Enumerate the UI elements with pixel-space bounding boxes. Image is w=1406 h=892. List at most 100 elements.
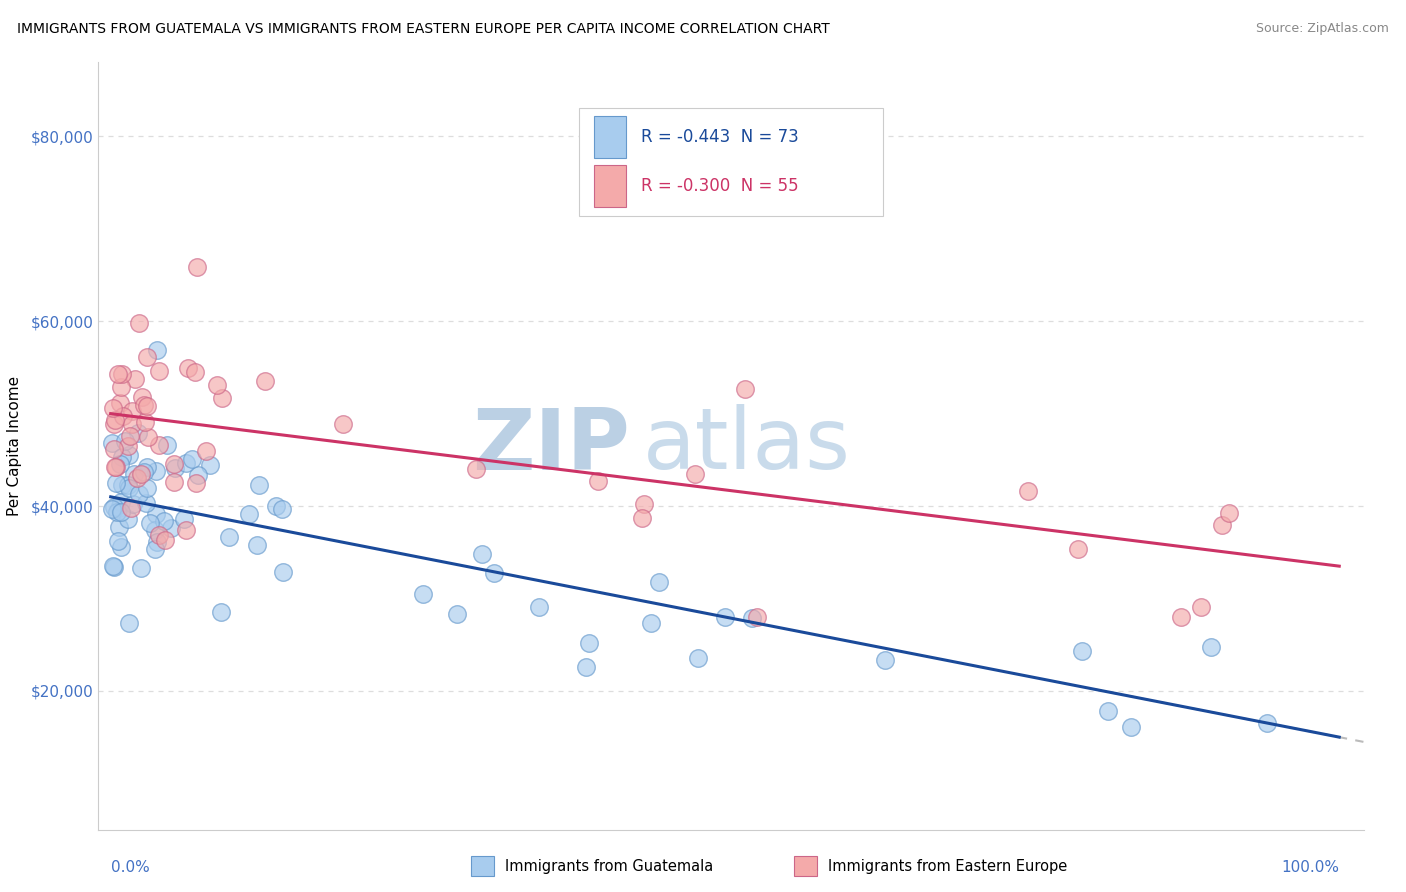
- Point: [134, 415, 156, 429]
- Point: [108, 396, 131, 410]
- Point: [195, 444, 218, 458]
- Point: [121, 417, 143, 431]
- Point: [246, 538, 269, 552]
- Point: [117, 448, 139, 462]
- Point: [120, 500, 142, 515]
- Point: [128, 426, 150, 441]
- Point: [1191, 599, 1213, 614]
- Text: Source: ZipAtlas.com: Source: ZipAtlas.com: [1256, 22, 1389, 36]
- Point: [117, 439, 139, 453]
- Point: [205, 378, 228, 392]
- Point: [412, 587, 434, 601]
- Point: [101, 559, 124, 574]
- Point: [143, 523, 166, 537]
- Point: [108, 520, 131, 534]
- Point: [103, 500, 125, 515]
- Point: [117, 477, 139, 491]
- Point: [110, 540, 132, 554]
- Text: 100.0%: 100.0%: [1281, 860, 1340, 875]
- Point: [103, 560, 125, 574]
- Point: [124, 371, 146, 385]
- Point: [134, 398, 156, 412]
- Text: Immigrants from Guatemala: Immigrants from Guatemala: [505, 859, 713, 873]
- Point: [108, 457, 131, 471]
- Point: [128, 316, 150, 330]
- Point: [471, 547, 494, 561]
- Point: [578, 636, 600, 650]
- Point: [1211, 518, 1233, 533]
- Text: atlas: atlas: [643, 404, 851, 488]
- Point: [128, 487, 150, 501]
- Point: [1097, 704, 1119, 718]
- Point: [136, 429, 159, 443]
- Point: [136, 460, 159, 475]
- Point: [104, 476, 127, 491]
- Point: [110, 380, 132, 394]
- Point: [1067, 542, 1090, 557]
- Text: R = -0.443  N = 73: R = -0.443 N = 73: [641, 128, 799, 145]
- Point: [114, 434, 136, 448]
- Point: [110, 495, 132, 509]
- Point: [186, 475, 208, 490]
- Point: [745, 610, 768, 624]
- Point: [145, 464, 167, 478]
- Point: [640, 615, 662, 630]
- Point: [118, 616, 141, 631]
- Point: [271, 502, 294, 516]
- Point: [156, 437, 179, 451]
- Point: [482, 566, 505, 580]
- Point: [145, 507, 167, 521]
- Point: [180, 452, 202, 467]
- Point: [446, 607, 468, 621]
- Point: [247, 477, 270, 491]
- Point: [211, 391, 233, 405]
- Point: [129, 561, 152, 575]
- Point: [108, 501, 131, 516]
- Point: [155, 533, 177, 548]
- FancyBboxPatch shape: [595, 116, 626, 158]
- Point: [163, 475, 186, 489]
- Point: [633, 497, 655, 511]
- Point: [734, 382, 756, 396]
- Point: [120, 428, 142, 442]
- Point: [129, 467, 152, 481]
- Point: [111, 450, 134, 465]
- Point: [741, 610, 763, 624]
- Point: [683, 467, 706, 481]
- Point: [209, 605, 232, 619]
- Point: [145, 542, 167, 557]
- Point: [271, 565, 294, 579]
- Text: ZIP: ZIP: [472, 404, 630, 488]
- Point: [122, 497, 145, 511]
- Point: [148, 438, 170, 452]
- Point: [121, 404, 143, 418]
- Point: [138, 516, 160, 530]
- Point: [186, 260, 208, 274]
- Text: IMMIGRANTS FROM GUATEMALA VS IMMIGRANTS FROM EASTERN EUROPE PER CAPITA INCOME CO: IMMIGRANTS FROM GUATEMALA VS IMMIGRANTS …: [17, 22, 830, 37]
- Text: 0.0%: 0.0%: [111, 860, 149, 875]
- Point: [1119, 720, 1142, 734]
- Point: [1199, 640, 1222, 654]
- Point: [238, 507, 260, 521]
- FancyBboxPatch shape: [595, 165, 626, 207]
- Point: [174, 523, 197, 537]
- Point: [105, 459, 128, 474]
- Point: [586, 474, 609, 488]
- Point: [111, 367, 134, 381]
- Text: Immigrants from Eastern Europe: Immigrants from Eastern Europe: [828, 859, 1067, 873]
- Point: [135, 496, 157, 510]
- Point: [173, 512, 195, 526]
- Point: [332, 417, 354, 431]
- Point: [122, 467, 145, 482]
- Point: [174, 457, 197, 471]
- Point: [101, 401, 124, 416]
- Point: [266, 499, 288, 513]
- Point: [127, 471, 149, 485]
- Point: [104, 460, 127, 475]
- Text: R = -0.300  N = 55: R = -0.300 N = 55: [641, 178, 799, 195]
- Point: [117, 511, 139, 525]
- Point: [1256, 716, 1278, 731]
- Point: [148, 364, 170, 378]
- Point: [464, 462, 486, 476]
- Point: [198, 458, 221, 473]
